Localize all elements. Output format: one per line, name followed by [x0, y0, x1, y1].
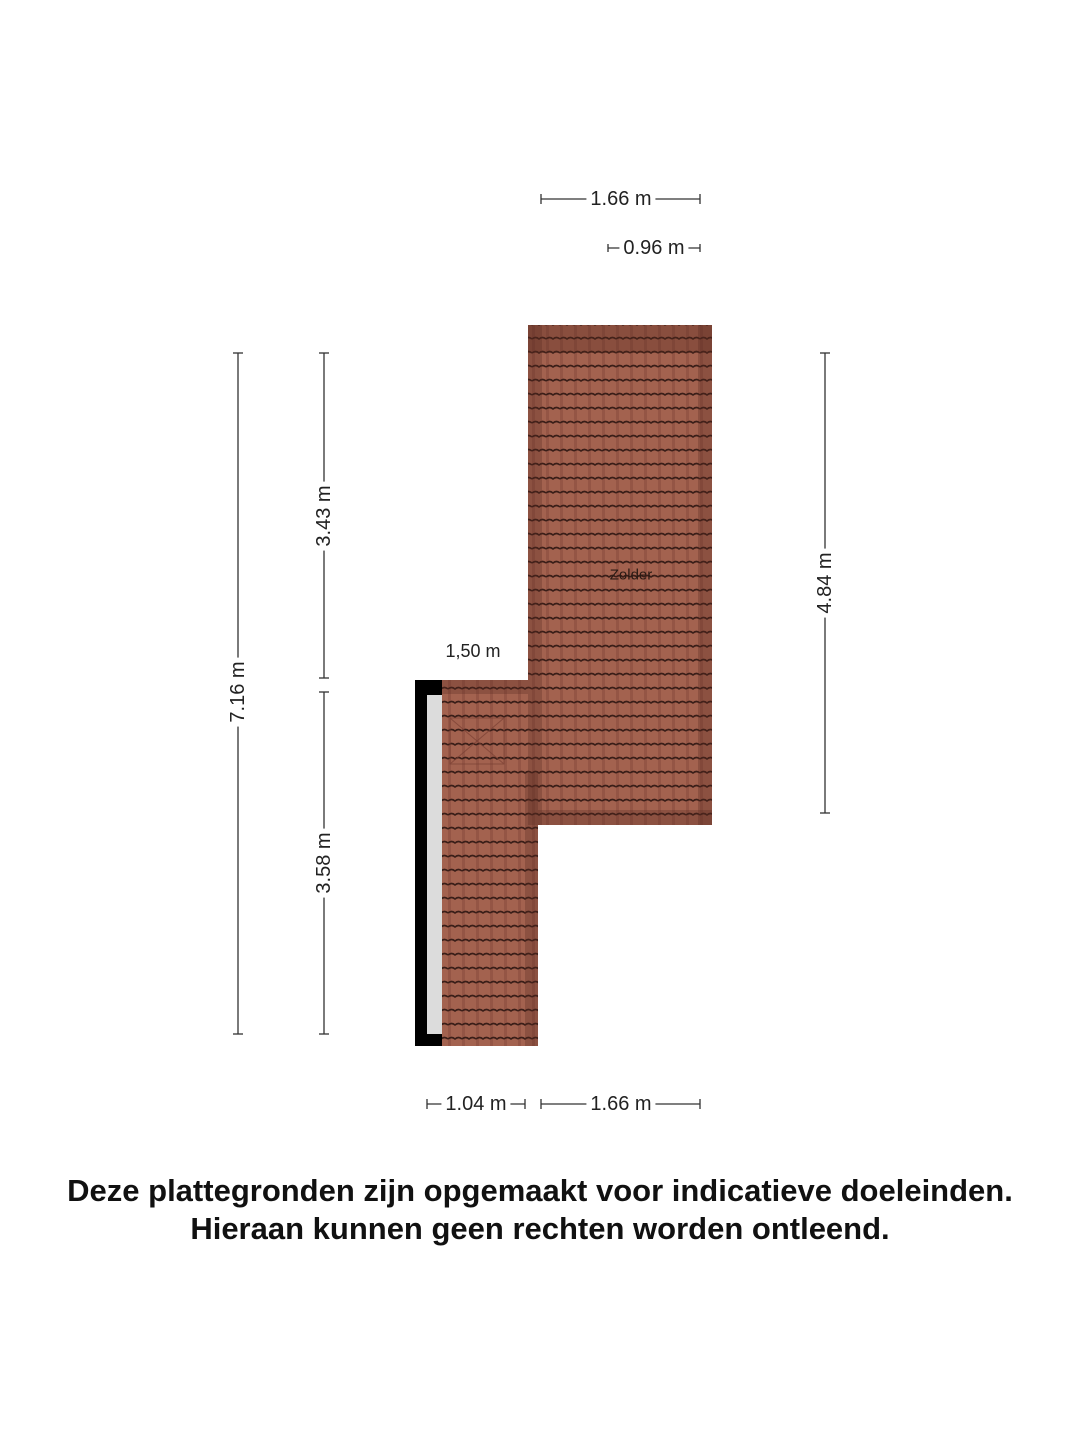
disclaimer: Deze plattegronden zijn opgemaakt voor i… — [0, 1172, 1080, 1248]
dimension-top-width: 1.66 m — [586, 187, 656, 211]
dimension-bottom-right: 1.66 m — [586, 1092, 656, 1116]
dimension-lower-height: 3.58 m — [312, 828, 336, 898]
roof-area — [442, 325, 712, 1046]
dimension-top-inner: 0.96 m — [619, 236, 689, 260]
disclaimer-line-1: Deze plattegronden zijn opgemaakt voor i… — [67, 1173, 1013, 1208]
dimension-overall-height: 7.16 m — [226, 657, 250, 727]
dimension-upper-height: 3.43 m — [312, 481, 336, 551]
dimension-step-width: 1,50 m — [441, 639, 505, 663]
disclaimer-line-2: Hieraan kunnen geen rechten worden ontle… — [190, 1211, 890, 1246]
dimension-bottom-left: 1.04 m — [441, 1092, 511, 1116]
dimension-right-height: 4.84 m — [813, 548, 837, 618]
room-label-zolder: Zolder — [609, 566, 653, 584]
wall — [415, 680, 442, 1046]
roof-window — [449, 717, 505, 765]
